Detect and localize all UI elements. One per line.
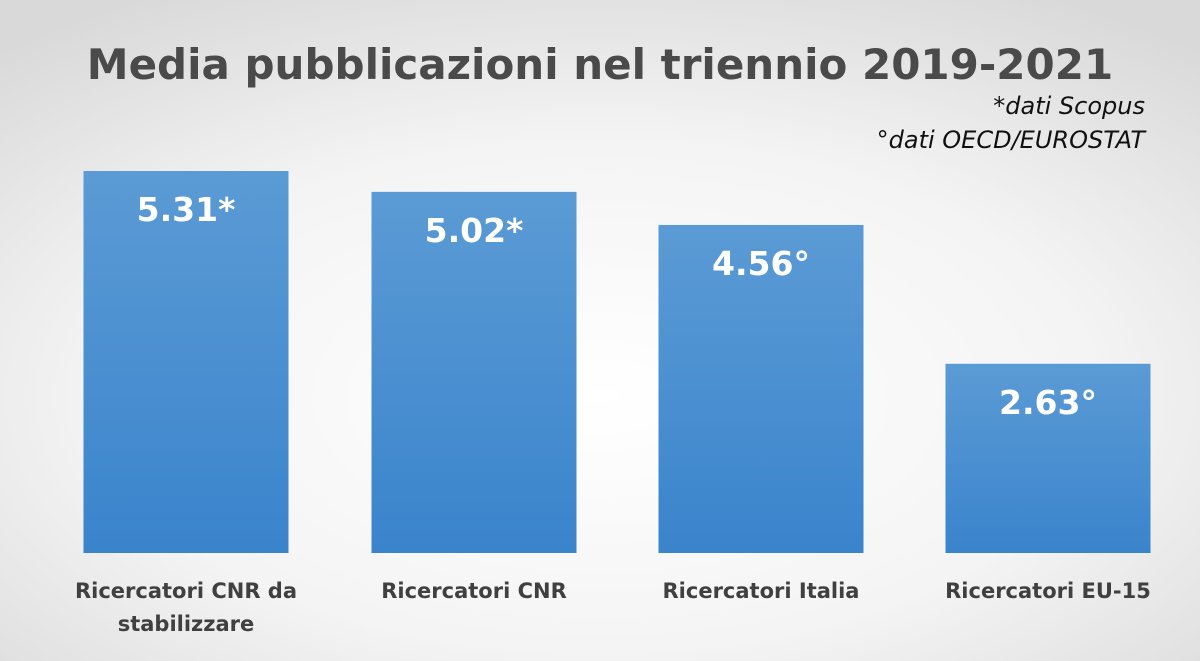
data-label-1: 5.31* <box>137 190 236 229</box>
data-label-2: 5.02* <box>425 211 524 250</box>
chart-title: Media pubblicazioni nel triennio 2019-20… <box>86 40 1114 89</box>
category-label-4: Ricercatori EU-15 <box>945 579 1151 603</box>
source-note-oecd: °dati OECD/EUROSTAT <box>876 126 1145 154</box>
bar-2 <box>371 191 577 553</box>
data-label-4: 2.63° <box>999 383 1097 422</box>
category-label-1: Ricercatori CNR da stabilizzare <box>75 579 297 636</box>
source-note-scopus: *dati Scopus <box>993 92 1145 120</box>
category-label-3: Ricercatori Italia <box>663 579 860 603</box>
bar-3 <box>658 224 864 553</box>
bar-4 <box>945 363 1151 553</box>
bar-1 <box>83 171 289 553</box>
category-label-2: Ricercatori CNR <box>381 579 567 603</box>
data-label-3: 4.56° <box>712 244 810 283</box>
